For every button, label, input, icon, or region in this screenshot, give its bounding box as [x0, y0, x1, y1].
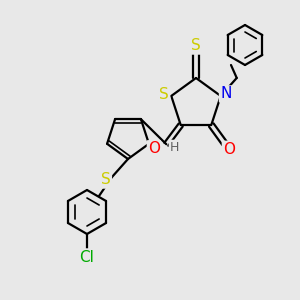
Text: S: S: [101, 172, 111, 188]
Text: O: O: [148, 141, 160, 156]
Text: Cl: Cl: [80, 250, 94, 265]
Text: O: O: [223, 142, 235, 157]
Text: S: S: [191, 38, 201, 53]
Text: H: H: [169, 141, 179, 154]
Text: S: S: [159, 88, 169, 103]
Text: N: N: [220, 86, 231, 101]
